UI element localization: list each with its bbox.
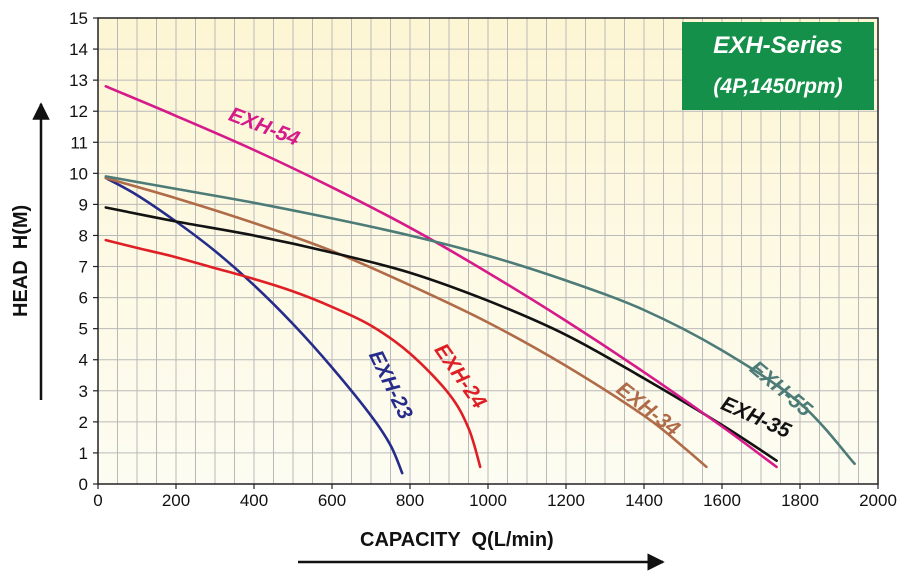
curve-exh-24 bbox=[104, 238, 482, 469]
chart-subtitle: (4P,1450rpm) bbox=[713, 75, 842, 98]
y-tick-label: 4 bbox=[79, 351, 88, 370]
curve-exh-54 bbox=[104, 85, 778, 469]
y-tick-label: 9 bbox=[79, 195, 88, 214]
y-tick-label: 7 bbox=[79, 258, 88, 277]
x-tick-label: 2000 bbox=[859, 491, 897, 510]
x-tick-label: 1800 bbox=[781, 491, 819, 510]
x-tick-label: 200 bbox=[162, 491, 190, 510]
y-tick-label: 6 bbox=[79, 289, 88, 308]
x-tick-label: 1400 bbox=[625, 491, 663, 510]
x-tick-label: 1600 bbox=[703, 491, 741, 510]
x-tick-label: 600 bbox=[318, 491, 346, 510]
curve-exh-34 bbox=[104, 176, 708, 469]
curve-exh-55 bbox=[104, 175, 856, 466]
y-tick-label: 5 bbox=[79, 320, 88, 339]
x-tick-label: 1000 bbox=[469, 491, 507, 510]
curve-exh-23 bbox=[104, 176, 404, 475]
y-tick-label: 12 bbox=[69, 102, 88, 121]
x-axis-title: CAPACITY Q(L/min) bbox=[360, 529, 554, 551]
legend-title-box: EXH-Series (4P,1450rpm) bbox=[682, 22, 874, 110]
y-tick-label: 10 bbox=[69, 164, 88, 183]
y-tick-label: 3 bbox=[79, 382, 88, 401]
x-tick-label: 0 bbox=[93, 491, 102, 510]
y-tick-label: 14 bbox=[69, 40, 88, 59]
y-axis-title: HEAD H(M) bbox=[10, 205, 32, 317]
y-tick-label: 15 bbox=[69, 9, 88, 28]
y-tick-label: 11 bbox=[70, 133, 88, 152]
y-tick-label: 13 bbox=[69, 71, 88, 90]
y-tick-label: 0 bbox=[79, 475, 88, 494]
x-tick-label: 1200 bbox=[547, 491, 585, 510]
x-tick-label: 800 bbox=[396, 491, 424, 510]
grid bbox=[98, 18, 878, 484]
y-tick-label: 1 bbox=[79, 444, 88, 463]
y-tick-label: 8 bbox=[79, 226, 88, 245]
x-tick-label: 400 bbox=[240, 491, 268, 510]
curve-exh-35 bbox=[104, 206, 778, 462]
title-box-background bbox=[682, 22, 874, 110]
chart-title: EXH-Series bbox=[713, 32, 842, 59]
y-tick-label: 2 bbox=[79, 413, 88, 432]
performance-curves bbox=[104, 85, 856, 475]
x-tick-labels: 0 200 400 600 800 1000 1200 1400 1600 1800 2000 bbox=[93, 484, 897, 510]
